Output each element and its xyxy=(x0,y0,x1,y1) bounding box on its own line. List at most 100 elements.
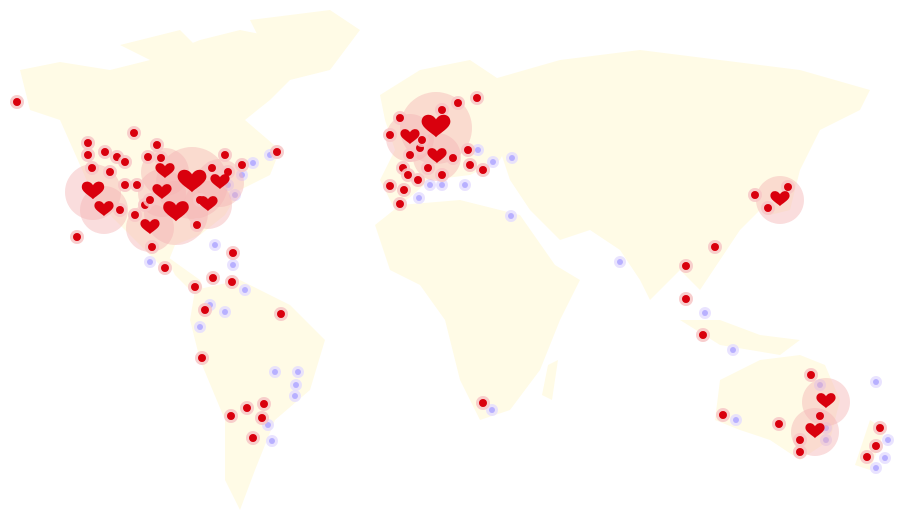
marker xyxy=(418,136,426,144)
minor-marker xyxy=(272,369,278,375)
marker xyxy=(146,196,154,204)
minor-marker xyxy=(490,159,496,165)
minor-marker xyxy=(222,309,228,315)
heart-marker xyxy=(155,163,175,179)
minor-marker xyxy=(475,147,481,153)
marker xyxy=(406,151,414,159)
marker xyxy=(414,176,422,184)
marker xyxy=(466,161,474,169)
marker xyxy=(84,139,92,147)
africa xyxy=(375,200,580,420)
heart-marker xyxy=(177,169,207,193)
marker xyxy=(243,404,251,412)
marker xyxy=(807,371,815,379)
marker xyxy=(191,283,199,291)
marker xyxy=(157,154,165,162)
heart-marker xyxy=(400,129,420,145)
minor-marker xyxy=(462,182,468,188)
marker xyxy=(227,412,235,420)
marker xyxy=(258,414,266,422)
marker xyxy=(209,274,217,282)
heart-marker xyxy=(427,148,447,164)
asia xyxy=(490,50,870,300)
marker xyxy=(201,306,209,314)
minor-marker xyxy=(823,425,829,431)
minor-marker xyxy=(147,259,153,265)
marker xyxy=(719,411,727,419)
greenland xyxy=(250,10,360,80)
marker xyxy=(479,166,487,174)
marker xyxy=(872,442,880,450)
marker xyxy=(198,354,206,362)
marker xyxy=(386,182,394,190)
marker xyxy=(260,400,268,408)
marker xyxy=(144,153,152,161)
heart-marker xyxy=(152,184,172,200)
heart-marker xyxy=(198,196,218,212)
marker xyxy=(273,148,281,156)
minor-marker xyxy=(733,417,739,423)
marker xyxy=(249,434,257,442)
heart-marker xyxy=(140,219,160,235)
heart-marker xyxy=(94,201,114,217)
marker xyxy=(116,206,124,214)
marker xyxy=(711,243,719,251)
minor-marker xyxy=(232,192,238,198)
markers xyxy=(10,91,894,474)
madagascar xyxy=(542,360,558,400)
marker xyxy=(238,161,246,169)
marker xyxy=(131,211,139,219)
marker xyxy=(121,158,129,166)
marker xyxy=(784,183,792,191)
heart-marker xyxy=(805,423,825,439)
heart-marker xyxy=(770,191,790,207)
marker xyxy=(396,114,404,122)
marker xyxy=(796,436,804,444)
marker xyxy=(101,148,109,156)
minor-marker xyxy=(265,422,271,428)
marker xyxy=(682,262,690,270)
marker xyxy=(863,453,871,461)
marker xyxy=(438,171,446,179)
marker xyxy=(130,129,138,137)
minor-marker xyxy=(882,455,888,461)
minor-marker xyxy=(295,369,301,375)
minor-marker xyxy=(269,438,275,444)
minor-marker xyxy=(617,259,623,265)
marker xyxy=(454,99,462,107)
minor-marker xyxy=(292,393,298,399)
marker xyxy=(161,264,169,272)
marker xyxy=(775,420,783,428)
marker xyxy=(479,399,487,407)
minor-marker xyxy=(427,182,433,188)
minor-marker xyxy=(197,324,203,330)
minor-marker xyxy=(242,287,248,293)
marker xyxy=(73,233,81,241)
minor-marker xyxy=(885,437,891,443)
marker xyxy=(133,181,141,189)
marker xyxy=(424,164,432,172)
south-america xyxy=(190,280,325,510)
marker xyxy=(796,448,804,456)
marker xyxy=(699,331,707,339)
marker xyxy=(438,106,446,114)
minor-marker xyxy=(239,172,245,178)
heart-marker xyxy=(163,201,189,222)
marker xyxy=(449,154,457,162)
marker xyxy=(221,151,229,159)
minor-marker xyxy=(489,407,495,413)
marker xyxy=(153,141,161,149)
marker xyxy=(13,98,21,106)
arctic-islands xyxy=(120,30,200,60)
marker xyxy=(876,424,884,432)
marker xyxy=(473,94,481,102)
minor-marker xyxy=(817,382,823,388)
marker xyxy=(229,249,237,257)
indonesia xyxy=(680,320,800,355)
heart-marker xyxy=(421,114,451,138)
minor-marker xyxy=(416,195,422,201)
marker xyxy=(404,171,412,179)
marker xyxy=(228,278,236,286)
